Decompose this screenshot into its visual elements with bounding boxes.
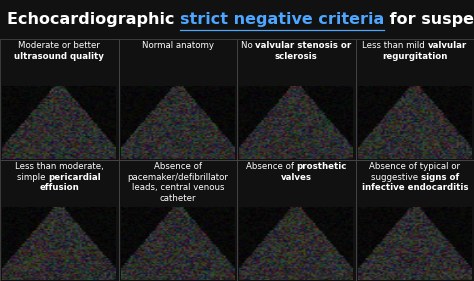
Text: effusion: effusion — [39, 183, 79, 192]
Text: ultrasound quality: ultrasound quality — [14, 52, 104, 61]
Text: No: No — [241, 41, 255, 50]
Text: Less than mild: Less than mild — [363, 41, 428, 50]
Text: pericardial: pericardial — [48, 173, 101, 182]
Text: valvular: valvular — [428, 41, 467, 50]
Text: Absence of: Absence of — [246, 162, 296, 171]
Text: signs of: signs of — [420, 173, 459, 182]
Text: infective endocarditis: infective endocarditis — [362, 183, 468, 192]
Text: leads, central venous: leads, central venous — [131, 183, 224, 192]
Text: Moderate or better: Moderate or better — [18, 41, 100, 50]
Text: catheter: catheter — [159, 194, 196, 203]
Text: Echocardiographic: Echocardiographic — [7, 12, 180, 27]
Text: valves: valves — [281, 173, 312, 182]
Text: Absence of typical or: Absence of typical or — [369, 162, 460, 171]
Text: for suspected IE: for suspected IE — [384, 12, 474, 27]
Text: Absence of: Absence of — [154, 162, 202, 171]
Text: Less than moderate,: Less than moderate, — [15, 162, 104, 171]
Text: suggestive: suggestive — [371, 173, 420, 182]
Text: strict negative criteria: strict negative criteria — [180, 12, 384, 27]
Text: pacemaker/defibrillator: pacemaker/defibrillator — [128, 173, 228, 182]
Text: Normal anatomy: Normal anatomy — [142, 41, 214, 50]
Text: simple: simple — [18, 173, 48, 182]
Text: prosthetic: prosthetic — [296, 162, 347, 171]
Text: sclerosis: sclerosis — [275, 52, 318, 61]
Text: valvular stenosis or: valvular stenosis or — [255, 41, 352, 50]
Text: regurgitation: regurgitation — [382, 52, 447, 61]
